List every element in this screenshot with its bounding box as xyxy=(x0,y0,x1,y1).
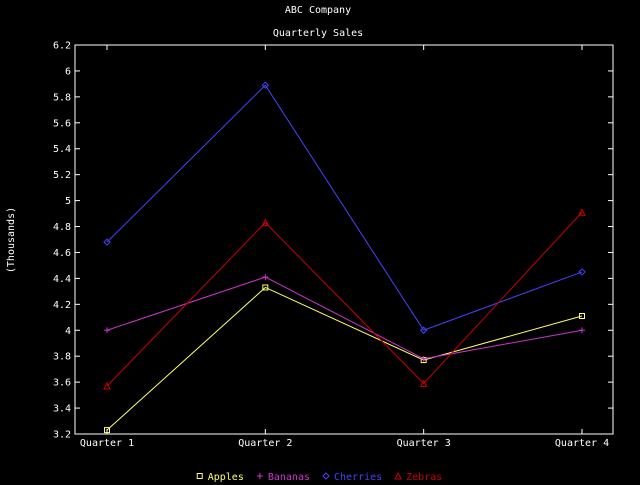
chart-title: Quarterly Sales xyxy=(273,28,363,39)
legend-label: Cherries xyxy=(334,472,382,483)
y-tick-label: 4.4 xyxy=(53,274,71,285)
legend-marker-bananas xyxy=(256,473,263,479)
legend: Apples Bananas Cherries Zebras xyxy=(196,471,442,483)
data-point-apples xyxy=(262,284,269,291)
y-tick-label: 4.6 xyxy=(53,248,71,259)
y-tick-label: 4.2 xyxy=(53,300,71,311)
x-tick-label: Quarter 3 xyxy=(397,438,451,449)
y-tick-label: 3.4 xyxy=(53,404,71,415)
x-tick-label: Quarter 2 xyxy=(238,438,292,449)
data-point-cherries xyxy=(103,238,111,246)
legend-label: Bananas xyxy=(268,472,310,483)
series-layer xyxy=(103,81,586,434)
legend-marker-apples xyxy=(196,473,203,479)
legend-item-zebras: Zebras xyxy=(394,471,442,483)
series-line-apples xyxy=(106,286,583,431)
data-point-cherries xyxy=(261,81,270,89)
y-tick-label: 5.8 xyxy=(53,92,71,103)
data-point-bananas xyxy=(579,327,585,334)
legend-label: Apples xyxy=(208,472,244,483)
x-tick-label: Quarter 4 xyxy=(555,438,609,449)
data-point-zebras xyxy=(261,218,270,227)
y-axis-label: (Thousands) xyxy=(6,207,17,273)
data-point-apples xyxy=(104,427,110,434)
series-line-zebras xyxy=(106,211,583,387)
series-line-cherries xyxy=(106,84,583,331)
y-tick-label: 5.6 xyxy=(53,118,71,129)
data-point-cherries xyxy=(419,326,428,334)
x-axis: Quarter 1 Quarter 2 Quarter 3 Quarter 4 xyxy=(80,45,609,449)
legend-marker-zebras xyxy=(394,471,402,480)
legend-label: Zebras xyxy=(406,472,442,483)
legend-item-bananas: Bananas xyxy=(256,472,310,483)
legend-marker-cherries xyxy=(322,472,330,480)
y-tick-label: 6 xyxy=(65,66,71,77)
data-point-bananas xyxy=(104,327,110,334)
y-axis: 3.2 3.4 3.6 3.8 4 4.2 4.4 4.6 4.8 5 5.2 5.4 5.6 5.8 6 6… xyxy=(53,41,613,441)
data-point-bananas xyxy=(262,274,269,281)
legend-item-apples: Apples xyxy=(196,472,244,483)
x-tick-label: Quarter 1 xyxy=(80,438,134,449)
data-point-cherries xyxy=(578,268,586,276)
legend-item-cherries: Cherries xyxy=(322,472,382,483)
data-point-zebras xyxy=(419,379,428,387)
chart-subtitle: ABC Company xyxy=(285,5,351,16)
data-point-bananas xyxy=(420,355,427,362)
y-tick-label: 5.4 xyxy=(53,144,71,155)
y-tick-label: 5.2 xyxy=(53,170,71,181)
y-tick-label: 6.2 xyxy=(53,41,71,52)
series-cherries xyxy=(103,81,586,334)
y-tick-label: 3.6 xyxy=(53,378,71,389)
data-point-zebras xyxy=(578,208,586,216)
y-tick-label: 3.2 xyxy=(53,430,71,441)
y-tick-label: 3.8 xyxy=(53,352,71,363)
data-point-apples xyxy=(579,313,585,320)
y-tick-label: 4.8 xyxy=(53,222,71,233)
series-zebras xyxy=(103,208,586,390)
plot-area-frame xyxy=(74,44,614,435)
y-tick-label: 5 xyxy=(65,196,71,207)
y-tick-label: 4 xyxy=(65,326,71,337)
data-point-zebras xyxy=(103,381,111,390)
